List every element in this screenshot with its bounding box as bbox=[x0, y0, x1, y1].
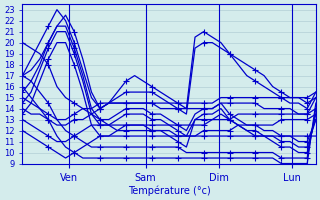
X-axis label: Température (°c): Température (°c) bbox=[128, 185, 211, 196]
